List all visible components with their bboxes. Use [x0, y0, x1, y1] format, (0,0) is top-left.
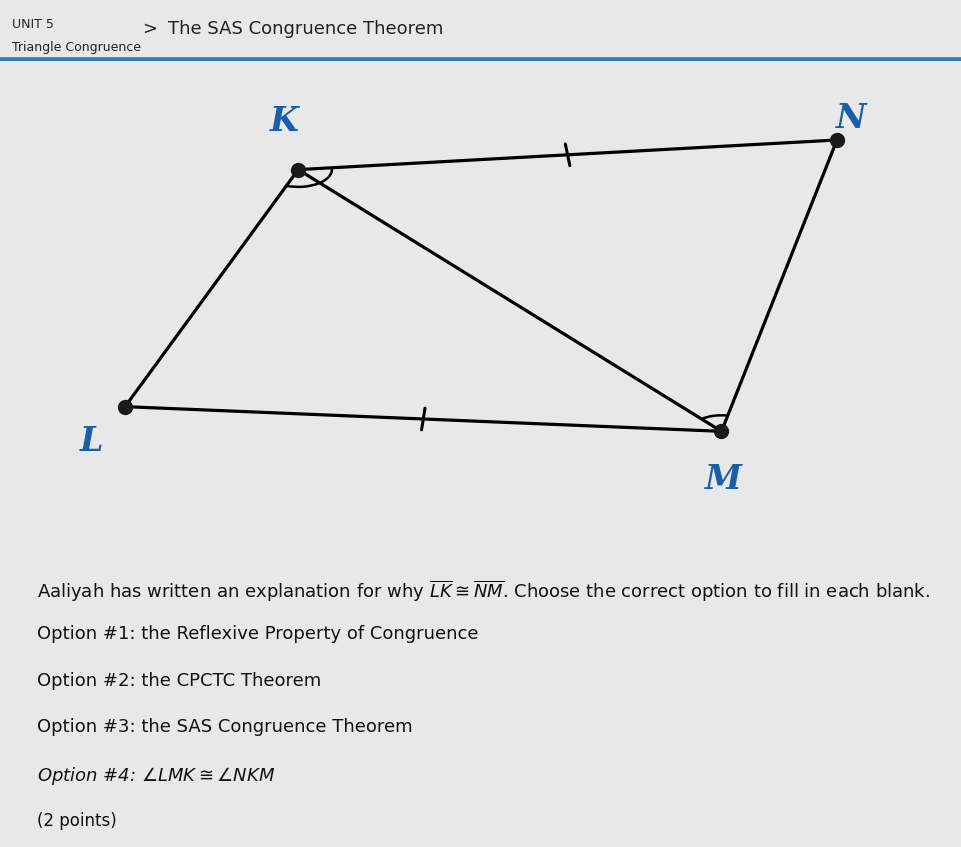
Text: Option #4: $\angle LMK \cong \angle NKM$: Option #4: $\angle LMK \cong \angle NKM$ [37, 765, 275, 787]
Text: Option #1: the Reflexive Property of Congruence: Option #1: the Reflexive Property of Con… [37, 625, 478, 643]
Text: (2 points): (2 points) [37, 812, 116, 830]
Text: K: K [269, 104, 298, 137]
Text: Aaliyah has written an explanation for why $\overline{LK} \cong \overline{NM}$. : Aaliyah has written an explanation for w… [37, 579, 928, 604]
Text: >: > [142, 20, 158, 38]
Text: UNIT 5: UNIT 5 [12, 19, 54, 31]
Text: N: N [835, 102, 866, 135]
Text: Triangle Congruence: Triangle Congruence [12, 42, 140, 54]
Text: M: M [704, 463, 741, 496]
Text: Option #2: the CPCTC Theorem: Option #2: the CPCTC Theorem [37, 672, 320, 689]
Text: L: L [80, 425, 103, 458]
Text: The SAS Congruence Theorem: The SAS Congruence Theorem [168, 20, 443, 38]
Text: Option #3: the SAS Congruence Theorem: Option #3: the SAS Congruence Theorem [37, 718, 411, 736]
